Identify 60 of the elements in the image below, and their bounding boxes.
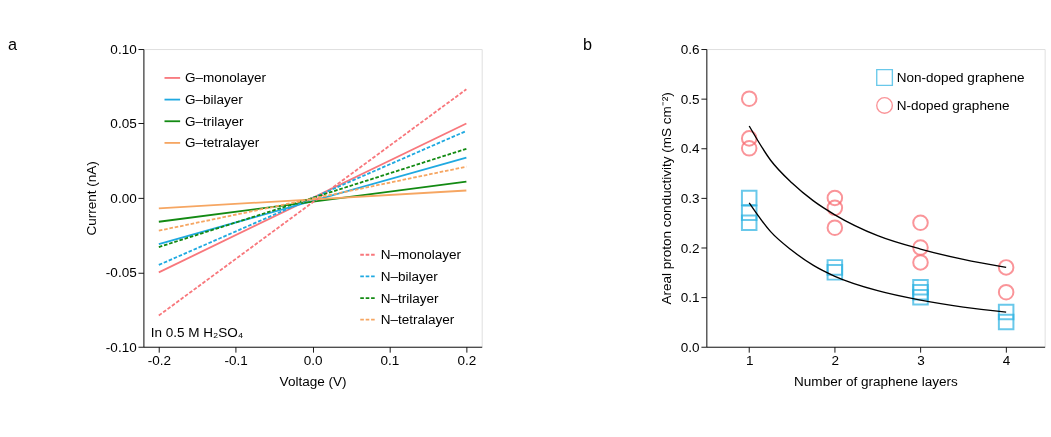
x-axis-title: Voltage (V) <box>279 374 347 390</box>
y-tick-label: 0.2 <box>680 240 700 256</box>
x-tick-label: -0.1 <box>224 353 248 369</box>
x-tick-label: 0.2 <box>457 353 477 369</box>
legend-label: N–bilayer <box>380 268 439 284</box>
y-tick-label: 0.1 <box>680 290 700 306</box>
y-tick-label: 0.4 <box>680 141 701 157</box>
point <box>740 130 758 147</box>
point <box>826 189 844 207</box>
point <box>740 204 758 222</box>
legend-label: G–tetralayer <box>184 135 260 151</box>
point <box>912 239 929 256</box>
legend-label: Non-doped graphene <box>896 70 1025 85</box>
text: a <box>7 34 18 53</box>
x-axis-title: Number of graphene layers <box>794 374 959 390</box>
point <box>912 283 929 301</box>
y-tick-label: 0.6 <box>680 42 700 58</box>
point <box>740 140 758 157</box>
x-tick-label: 0.1 <box>380 353 400 369</box>
legend-label: N-doped graphene <box>896 97 1010 113</box>
chart-title: b <box>582 34 592 53</box>
annotation: In 0.5 M H₂SO₄ <box>150 324 244 340</box>
point <box>826 219 844 236</box>
point <box>912 288 929 306</box>
y-tick-label: 0.05 <box>110 116 137 132</box>
point <box>826 259 844 276</box>
legend-label: N–monolayer <box>380 247 462 263</box>
point <box>997 259 1015 276</box>
x-tick-label: 1 <box>745 353 754 369</box>
point <box>740 214 758 231</box>
y-tick-label: -0.10 <box>105 339 137 355</box>
point <box>740 90 758 107</box>
point <box>912 214 929 231</box>
y-tick-label: 0.0 <box>680 339 700 355</box>
x-tick-label: 2 <box>831 353 840 369</box>
point <box>912 254 929 271</box>
legend-label: G–trilayer <box>184 113 245 129</box>
y-tick-label: 0.00 <box>110 190 137 206</box>
x-tick-label: 4 <box>1002 353 1011 369</box>
x-tick-label: 0.0 <box>303 353 323 369</box>
point <box>740 189 758 207</box>
point <box>912 278 929 296</box>
legend-label: G–monolayer <box>184 70 267 86</box>
y-axis-title: Areal proton conductivity (mS cm⁻²) <box>658 92 674 305</box>
y-tick-label: 0.3 <box>680 190 700 206</box>
point <box>997 303 1015 321</box>
x-tick-label: 3 <box>917 353 925 369</box>
point <box>997 283 1015 301</box>
point <box>997 313 1015 331</box>
legend-label: G–bilayer <box>184 92 244 108</box>
legend-label: N–tetralayer <box>380 312 455 328</box>
line-series <box>748 125 1007 269</box>
y-tick-label: -0.05 <box>105 265 137 281</box>
legend-label: N–trilayer <box>380 290 440 306</box>
point <box>826 264 844 281</box>
y-tick-label: 0.5 <box>680 91 700 107</box>
x-tick-label: -0.2 <box>147 353 171 369</box>
y-axis-title: Current (nA) <box>83 161 99 236</box>
y-tick-label: 0.10 <box>110 42 137 58</box>
point <box>826 199 844 217</box>
